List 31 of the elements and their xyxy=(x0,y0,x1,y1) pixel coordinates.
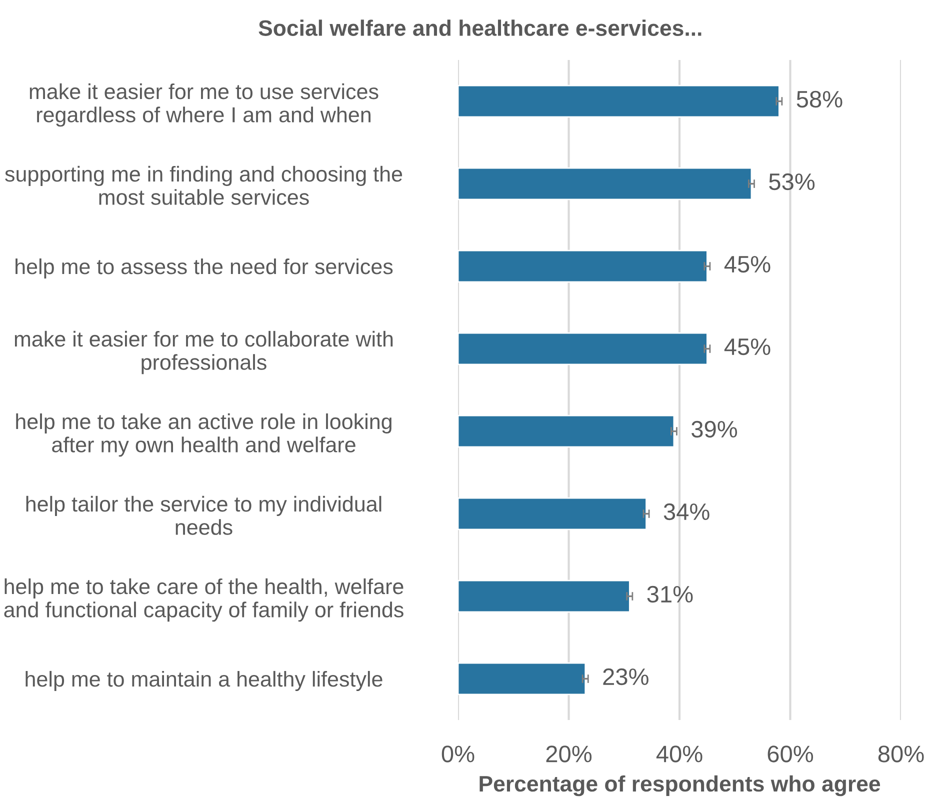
bar xyxy=(458,414,675,448)
data-label: 58% xyxy=(796,90,842,108)
data-label: 31% xyxy=(647,586,693,603)
x-tick-label: 60% xyxy=(768,746,814,762)
chart-title: Social welfare and healthcare e-services... xyxy=(258,20,702,36)
y-tick-label: help me to maintain a healthy lifestyle xyxy=(26,670,382,692)
bar xyxy=(458,84,780,118)
data-label: 23% xyxy=(603,668,648,686)
y-tick-label: make it easier for me to collaborate with professionals xyxy=(14,330,393,374)
x-axis-title: Percentage of respondents who agree xyxy=(480,775,880,796)
bar xyxy=(458,250,708,283)
data-label: 53% xyxy=(769,173,815,190)
x-tick-label: 80% xyxy=(878,746,924,762)
y-tick-label: help tailor the service to my individual needs xyxy=(26,496,382,535)
data-label: 34% xyxy=(664,503,710,520)
x-tick-label: 40% xyxy=(656,746,702,762)
y-tick-label: help me to assess the need for services xyxy=(16,258,393,279)
y-tick-label: help me to take care of the health, welfare and functional capacity of family or friends xyxy=(4,578,404,622)
data-label: 45% xyxy=(724,338,770,356)
bar xyxy=(458,497,647,530)
x-tick-label: 0% xyxy=(442,746,474,762)
bar xyxy=(458,580,630,613)
bar xyxy=(458,662,586,696)
bar xyxy=(458,332,708,366)
bar xyxy=(458,167,752,200)
data-label: 39% xyxy=(692,420,738,438)
x-tick-label: 20% xyxy=(546,746,592,762)
y-tick-label: make it easier for me to use services regardless of where I am and when xyxy=(30,83,378,127)
y-tick-label: help me to take an active role in looking after my own health and welfare xyxy=(16,413,392,457)
y-tick-label: supporting me in finding and choosing the most suitable services xyxy=(5,166,402,205)
data-label: 45% xyxy=(724,256,770,273)
